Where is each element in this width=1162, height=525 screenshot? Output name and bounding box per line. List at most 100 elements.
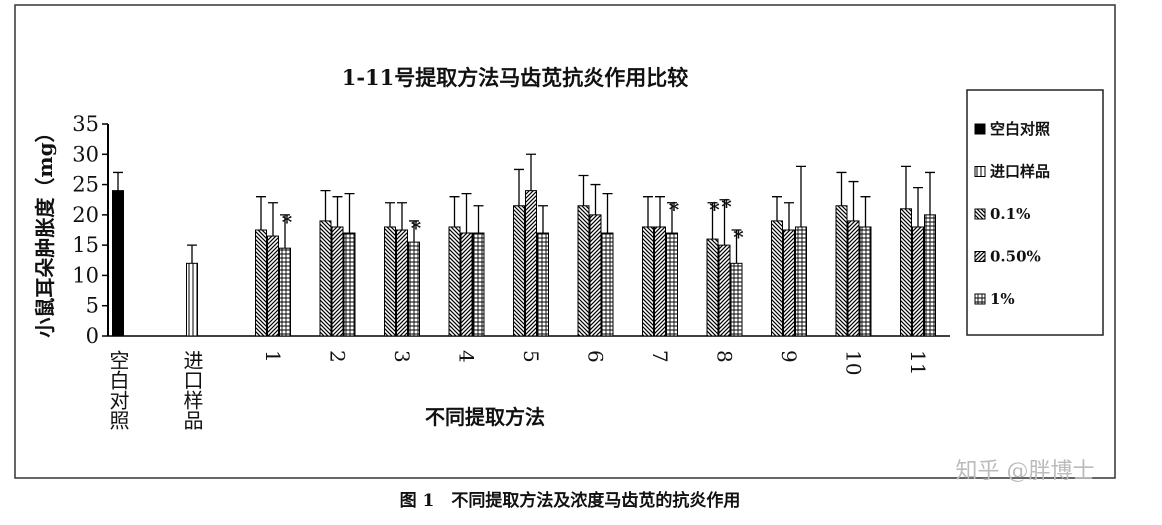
significance-mark: * xyxy=(411,216,422,240)
bar xyxy=(396,229,408,337)
legend-label: 1% xyxy=(990,290,1015,308)
x-tick-label: 10 xyxy=(842,350,866,375)
bar xyxy=(267,235,279,337)
error-bar xyxy=(836,171,847,206)
y-tick-label: 15 xyxy=(72,233,99,257)
bar xyxy=(601,232,614,337)
bar xyxy=(706,238,719,337)
bar xyxy=(525,190,537,337)
error-bar xyxy=(784,202,794,230)
legend-swatch xyxy=(974,251,986,262)
error-bar xyxy=(719,199,730,246)
bar xyxy=(847,220,860,337)
bar xyxy=(730,262,743,337)
legend-swatch xyxy=(974,293,986,305)
bar xyxy=(186,262,198,337)
error-bar xyxy=(707,202,718,240)
legend-label: 进口样品 xyxy=(990,163,1050,181)
y-tick-label: 20 xyxy=(72,203,99,227)
x-tick-label: 6 xyxy=(584,350,608,363)
error-bar xyxy=(332,196,343,227)
error-bar xyxy=(901,165,911,209)
x-tick-label: 5 xyxy=(519,350,543,363)
bar xyxy=(642,226,654,337)
y-tick-label: 10 xyxy=(72,263,99,287)
bar xyxy=(460,232,473,337)
bar xyxy=(912,226,924,337)
error-bar xyxy=(667,202,677,234)
x-tick-label: 空白对照 xyxy=(106,350,130,430)
bar xyxy=(331,226,344,337)
x-tick-label: 2 xyxy=(326,350,350,363)
error-bar xyxy=(385,202,395,227)
legend-swatch xyxy=(974,123,986,135)
bar xyxy=(859,226,872,337)
legend-label: 0.50% xyxy=(990,248,1041,266)
error-bar xyxy=(848,180,859,221)
bar xyxy=(783,229,795,337)
bar xyxy=(589,214,602,337)
x-tick-label: 7 xyxy=(648,350,672,363)
legend-box xyxy=(966,89,1104,336)
x-tick-label: 进口样品 xyxy=(180,350,204,430)
y-tick-label: 35 xyxy=(72,112,99,136)
error-bar xyxy=(913,186,923,227)
error-bar xyxy=(925,171,935,215)
bar xyxy=(343,232,356,337)
significance-mark: * xyxy=(709,198,720,222)
error-bar xyxy=(461,193,472,234)
y-tick-label: 25 xyxy=(72,173,99,197)
error-bar xyxy=(643,196,653,227)
significance-mark: * xyxy=(733,225,744,249)
significance-mark: * xyxy=(282,210,293,234)
legend-swatch xyxy=(974,208,986,220)
error-bar xyxy=(187,244,197,264)
chart-title: 1-11号提取方法马齿苋抗炎作用比较 xyxy=(342,65,689,90)
error-bar xyxy=(449,196,460,227)
legend-label: 0.1% xyxy=(990,205,1030,223)
bar xyxy=(472,232,485,337)
x-tick-label: 8 xyxy=(713,350,737,363)
error-bar xyxy=(320,189,331,221)
bar xyxy=(384,226,396,337)
bar xyxy=(924,214,936,337)
bar xyxy=(654,226,666,337)
x-tick-label: 11 xyxy=(906,350,930,375)
bar xyxy=(795,226,807,337)
error-bar xyxy=(590,183,601,215)
bar xyxy=(112,190,124,337)
y-axis-label: 小鼠耳朵肿胀度（mg） xyxy=(33,122,57,337)
error-bar xyxy=(514,168,524,206)
bar xyxy=(771,220,783,337)
error-bar xyxy=(772,196,782,221)
error-bar xyxy=(796,165,806,227)
error-bar xyxy=(256,196,266,230)
error-bar xyxy=(397,202,407,230)
y-tick-label: 0 xyxy=(86,324,99,348)
legend-swatch xyxy=(974,166,986,177)
bar xyxy=(408,241,420,337)
y-tick-label: 5 xyxy=(86,294,99,318)
x-tick-label: 1 xyxy=(261,350,285,363)
significance-mark: * xyxy=(721,195,732,219)
error-bar xyxy=(526,153,536,191)
bar xyxy=(835,205,848,337)
caption: 图 1 不同提取方法及浓度马齿苋的抗炎作用 xyxy=(400,490,741,511)
error-bar xyxy=(860,196,871,227)
error-bar xyxy=(578,174,589,206)
watermark: 知乎 @胖博士 xyxy=(956,459,1095,484)
bar xyxy=(718,244,731,337)
error-bar xyxy=(538,205,548,234)
bar xyxy=(448,226,461,337)
x-tick-label: 9 xyxy=(777,350,801,363)
x-axis-label: 不同提取方法 xyxy=(425,405,545,429)
bar xyxy=(900,208,912,337)
error-bar xyxy=(602,193,613,234)
error-bar xyxy=(280,214,290,249)
error-bar xyxy=(473,205,484,234)
bar xyxy=(319,220,332,337)
error-bar xyxy=(409,220,419,243)
y-tick-label: 30 xyxy=(72,142,99,166)
bar xyxy=(255,229,267,337)
